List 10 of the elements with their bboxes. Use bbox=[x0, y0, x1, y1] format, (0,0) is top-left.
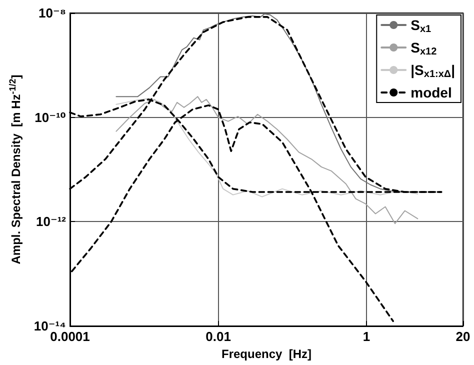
y-tick-label: 10⁻¹² bbox=[36, 214, 67, 230]
y-tick-label: 10⁻⁸ bbox=[38, 6, 66, 20]
x-tick-label: 20 bbox=[456, 329, 470, 344]
x-axis-title: Frequency [Hz] bbox=[221, 347, 312, 361]
x-tick-label: 0.01 bbox=[206, 329, 231, 344]
y-axis-title: Ampl. Spectral Density [m Hz-1/2] bbox=[8, 74, 23, 264]
y-tick-label: 10⁻¹⁰ bbox=[34, 110, 66, 125]
x-tick-label: 1 bbox=[362, 329, 370, 344]
legend-label: model bbox=[410, 84, 452, 100]
x-tick-label: 0.0001 bbox=[50, 329, 90, 344]
